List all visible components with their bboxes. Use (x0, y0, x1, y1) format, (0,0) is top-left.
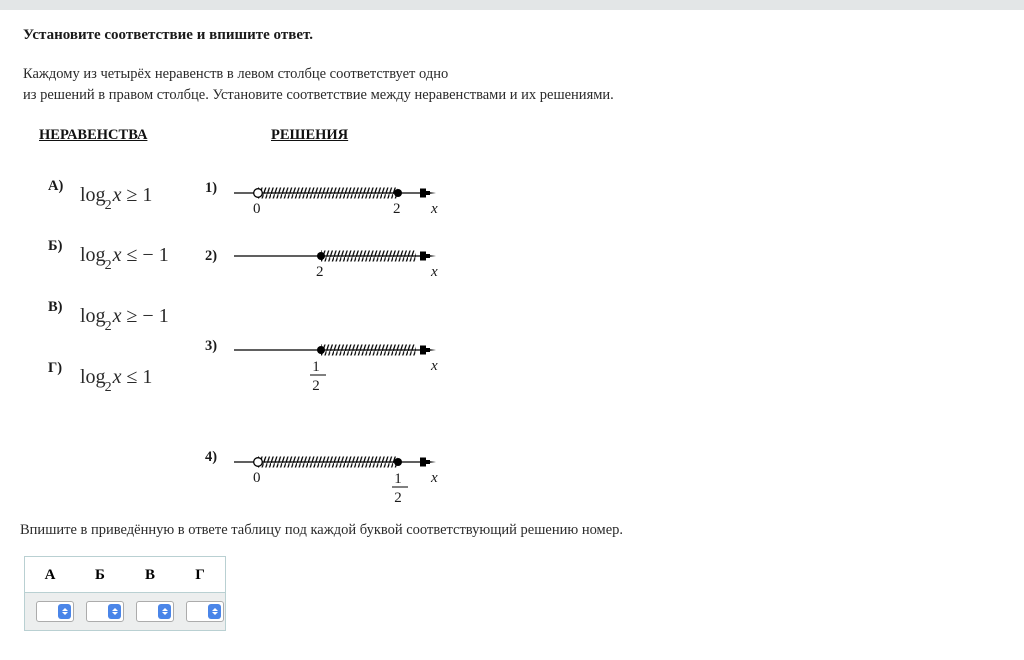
svg-text:2: 2 (316, 264, 324, 280)
svg-text:x: x (430, 201, 438, 217)
svg-text:0: 0 (253, 201, 261, 217)
svg-text:x: x (430, 264, 438, 280)
svg-text:2: 2 (393, 201, 401, 217)
svg-text:0: 0 (253, 470, 261, 486)
svg-text:1: 1 (312, 359, 320, 375)
svg-text:x: x (430, 358, 438, 374)
svg-text:2: 2 (312, 378, 320, 394)
svg-text:x: x (430, 470, 438, 486)
svg-text:1: 1 (394, 471, 402, 487)
svg-text:2: 2 (394, 490, 402, 506)
